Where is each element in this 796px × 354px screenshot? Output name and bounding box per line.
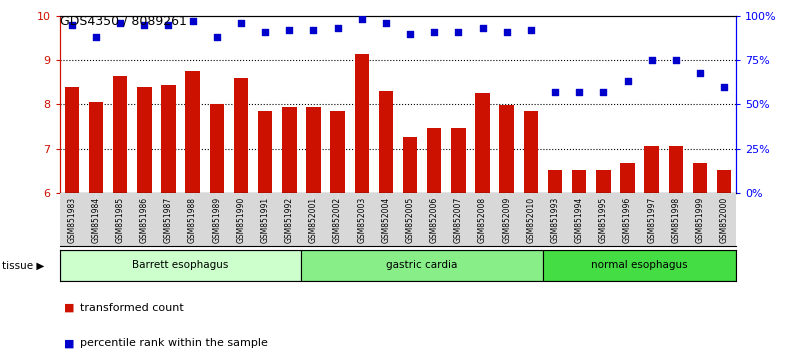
Text: tissue ▶: tissue ▶ — [2, 261, 44, 270]
Point — [235, 20, 248, 26]
Text: GSM852004: GSM852004 — [381, 197, 390, 244]
Text: GSM851986: GSM851986 — [140, 197, 149, 243]
Bar — [330, 111, 345, 193]
Point — [259, 29, 271, 35]
Point — [331, 25, 344, 31]
Text: GSM852001: GSM852001 — [309, 197, 318, 243]
Point — [646, 57, 658, 63]
Text: GDS4350 / 8089261: GDS4350 / 8089261 — [60, 14, 186, 27]
Point — [428, 29, 441, 35]
Point — [162, 22, 175, 28]
Point — [573, 89, 586, 95]
Bar — [693, 163, 708, 193]
Point — [548, 89, 561, 95]
Bar — [451, 128, 466, 193]
Bar — [669, 147, 683, 193]
Point — [404, 31, 416, 36]
Bar — [302, 250, 543, 281]
Point — [452, 29, 465, 35]
Text: GSM851990: GSM851990 — [236, 197, 245, 244]
Bar — [60, 250, 302, 281]
Bar — [572, 170, 587, 193]
Point — [476, 25, 489, 31]
Text: gastric cardia: gastric cardia — [387, 261, 458, 270]
Point — [669, 57, 682, 63]
Bar — [717, 170, 732, 193]
Text: GSM852006: GSM852006 — [430, 197, 439, 244]
Point — [597, 89, 610, 95]
Text: GSM851996: GSM851996 — [623, 197, 632, 244]
Text: GSM851987: GSM851987 — [164, 197, 173, 243]
Text: GSM851998: GSM851998 — [671, 197, 681, 243]
Text: normal esophagus: normal esophagus — [591, 261, 688, 270]
Text: ■: ■ — [64, 338, 74, 348]
Bar — [354, 53, 369, 193]
Bar — [427, 128, 442, 193]
Point — [693, 70, 706, 75]
Text: GSM851999: GSM851999 — [696, 197, 704, 244]
Point — [186, 18, 199, 24]
Bar — [113, 76, 127, 193]
Bar — [137, 87, 151, 193]
Text: GSM851989: GSM851989 — [213, 197, 221, 243]
Bar — [306, 107, 321, 193]
Text: GSM851983: GSM851983 — [68, 197, 76, 243]
Text: ■: ■ — [64, 303, 74, 313]
Text: Barrett esophagus: Barrett esophagus — [132, 261, 228, 270]
Bar — [282, 107, 296, 193]
Bar — [258, 111, 272, 193]
Bar — [64, 87, 79, 193]
Point — [307, 27, 320, 33]
Text: GSM851991: GSM851991 — [260, 197, 270, 243]
Text: GSM851995: GSM851995 — [599, 197, 608, 244]
Bar — [161, 85, 176, 193]
Bar — [475, 93, 490, 193]
Text: GSM851988: GSM851988 — [188, 197, 197, 243]
Bar — [379, 91, 393, 193]
Text: GSM851993: GSM851993 — [551, 197, 560, 244]
Point — [718, 84, 731, 90]
Text: GSM851997: GSM851997 — [647, 197, 656, 244]
Text: GSM851994: GSM851994 — [575, 197, 583, 244]
Bar — [596, 170, 611, 193]
Text: GSM851984: GSM851984 — [92, 197, 100, 243]
Bar — [500, 105, 514, 193]
Text: GSM852003: GSM852003 — [357, 197, 366, 244]
Bar — [403, 137, 417, 193]
Text: GSM851992: GSM851992 — [285, 197, 294, 243]
Bar — [620, 163, 635, 193]
Bar — [548, 170, 562, 193]
Bar — [185, 71, 200, 193]
Text: GSM852000: GSM852000 — [720, 197, 728, 244]
Point — [210, 34, 223, 40]
Text: GSM852010: GSM852010 — [526, 197, 536, 243]
Point — [501, 29, 513, 35]
Text: GSM852007: GSM852007 — [454, 197, 463, 244]
Point — [90, 34, 103, 40]
Point — [65, 22, 78, 28]
Bar — [234, 78, 248, 193]
Text: GSM852009: GSM852009 — [502, 197, 511, 244]
Text: percentile rank within the sample: percentile rank within the sample — [80, 338, 267, 348]
Point — [283, 27, 295, 33]
Text: GSM851985: GSM851985 — [115, 197, 125, 243]
Text: GSM852008: GSM852008 — [478, 197, 487, 243]
Bar — [645, 147, 659, 193]
Bar — [209, 104, 224, 193]
Bar — [524, 111, 538, 193]
Point — [114, 20, 127, 26]
Point — [138, 22, 150, 28]
Point — [355, 17, 368, 22]
Point — [380, 20, 392, 26]
Point — [525, 27, 537, 33]
Text: GSM852002: GSM852002 — [333, 197, 342, 243]
Text: transformed count: transformed count — [80, 303, 183, 313]
Bar — [543, 250, 736, 281]
Text: GSM852005: GSM852005 — [406, 197, 415, 244]
Bar — [88, 102, 103, 193]
Point — [621, 79, 634, 84]
